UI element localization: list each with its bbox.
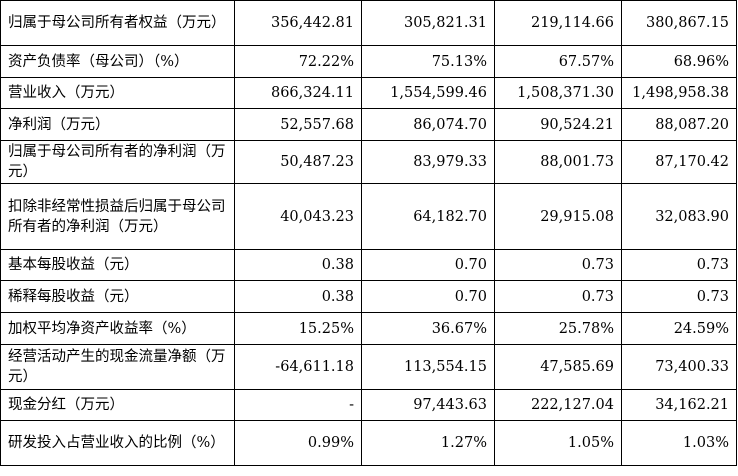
- table-cell: 87,170.42: [621, 140, 737, 184]
- table-cell: -64,611.18: [234, 344, 362, 390]
- table-cell: 47,585.69: [494, 344, 622, 390]
- table-cell: 1.03%: [621, 420, 737, 466]
- table-cell: 0.38: [234, 249, 362, 281]
- table-cell: 0.73: [621, 249, 737, 281]
- table-cell: 34,162.21: [621, 389, 737, 421]
- table-cell: 0.70: [361, 249, 495, 281]
- table-cell: 24.59%: [621, 312, 737, 345]
- table-row: 营业收入（万元） 866,324.11 1,554,599.46 1,508,3…: [0, 77, 737, 109]
- table-row: 扣除非经常性损益后归属于母公司所有者的净利润（万元） 40,043.23 64,…: [0, 183, 737, 250]
- table-cell: 73,400.33: [621, 344, 737, 390]
- table-cell: 86,074.70: [361, 108, 495, 141]
- row-label: 现金分红（万元）: [0, 389, 235, 421]
- table-cell: 0.73: [621, 280, 737, 313]
- table-cell: 83,979.33: [361, 140, 495, 184]
- row-label: 稀释每股收益（元）: [0, 280, 235, 313]
- table-cell: 64,182.70: [361, 183, 495, 250]
- table-cell: 52,557.68: [234, 108, 362, 141]
- table-cell: 90,524.21: [494, 108, 622, 141]
- table-cell: 0.38: [234, 280, 362, 313]
- row-label: 净利润（万元）: [0, 108, 235, 141]
- table-row: 净利润（万元） 52,557.68 86,074.70 90,524.21 88…: [0, 108, 737, 141]
- table-cell: 1,554,599.46: [361, 77, 495, 109]
- table-row: 研发投入占营业收入的比例（%） 0.99% 1.27% 1.05% 1.03%: [0, 420, 737, 466]
- table-cell: 15.25%: [234, 312, 362, 345]
- table-cell: 88,001.73: [494, 140, 622, 184]
- table-row: 归属于母公司所有者权益（万元） 356,442.81 305,821.31 21…: [0, 0, 737, 46]
- table-cell: 1.27%: [361, 420, 495, 466]
- financial-indicators-table: 归属于母公司所有者权益（万元） 356,442.81 305,821.31 21…: [0, 0, 737, 466]
- table-cell: 0.99%: [234, 420, 362, 466]
- table-cell: 32,083.90: [621, 183, 737, 250]
- table-cell: 356,442.81: [234, 0, 362, 46]
- table-row: 经营活动产生的现金流量净额（万元） -64,611.18 113,554.15 …: [0, 344, 737, 390]
- row-label: 加权平均净资产收益率（%）: [0, 312, 235, 345]
- table-cell: 67.57%: [494, 45, 622, 78]
- table-cell: 866,324.11: [234, 77, 362, 109]
- row-label: 扣除非经常性损益后归属于母公司所有者的净利润（万元）: [0, 183, 235, 250]
- table-cell: 1.05%: [494, 420, 622, 466]
- row-label: 经营活动产生的现金流量净额（万元）: [0, 344, 235, 390]
- table-cell: 68.96%: [621, 45, 737, 78]
- table-cell: 380,867.15: [621, 0, 737, 46]
- table-cell: 113,554.15: [361, 344, 495, 390]
- table-cell: 40,043.23: [234, 183, 362, 250]
- table-cell: 97,443.63: [361, 389, 495, 421]
- table-cell: 72.22%: [234, 45, 362, 78]
- row-label: 基本每股收益（元）: [0, 249, 235, 281]
- row-label: 归属于母公司所有者权益（万元）: [0, 0, 235, 46]
- table-cell: 0.70: [361, 280, 495, 313]
- table-cell: 219,114.66: [494, 0, 622, 46]
- row-label: 营业收入（万元）: [0, 77, 235, 109]
- table-cell: 222,127.04: [494, 389, 622, 421]
- table-cell: 36.67%: [361, 312, 495, 345]
- table-cell: 75.13%: [361, 45, 495, 78]
- table-cell: 0.73: [494, 280, 622, 313]
- table-cell: 29,915.08: [494, 183, 622, 250]
- table-cell: 1,498,958.38: [621, 77, 737, 109]
- table-cell: -: [234, 389, 362, 421]
- table-row: 基本每股收益（元） 0.38 0.70 0.73 0.73: [0, 249, 737, 281]
- row-label: 资产负债率（母公司）（%）: [0, 45, 235, 78]
- table-cell: 0.73: [494, 249, 622, 281]
- table-row: 稀释每股收益（元） 0.38 0.70 0.73 0.73: [0, 280, 737, 313]
- table-cell: 88,087.20: [621, 108, 737, 141]
- table-cell: 305,821.31: [361, 0, 495, 46]
- table-cell: 25.78%: [494, 312, 622, 345]
- row-label: 归属于母公司所有者的净利润（万元）: [0, 140, 235, 184]
- row-label: 研发投入占营业收入的比例（%）: [0, 420, 235, 466]
- table-row: 现金分红（万元） - 97,443.63 222,127.04 34,162.2…: [0, 389, 737, 421]
- table-cell: 50,487.23: [234, 140, 362, 184]
- table-row: 资产负债率（母公司）（%） 72.22% 75.13% 67.57% 68.96…: [0, 45, 737, 78]
- table-row: 加权平均净资产收益率（%） 15.25% 36.67% 25.78% 24.59…: [0, 312, 737, 345]
- table-row: 归属于母公司所有者的净利润（万元） 50,487.23 83,979.33 88…: [0, 140, 737, 184]
- table-cell: 1,508,371.30: [494, 77, 622, 109]
